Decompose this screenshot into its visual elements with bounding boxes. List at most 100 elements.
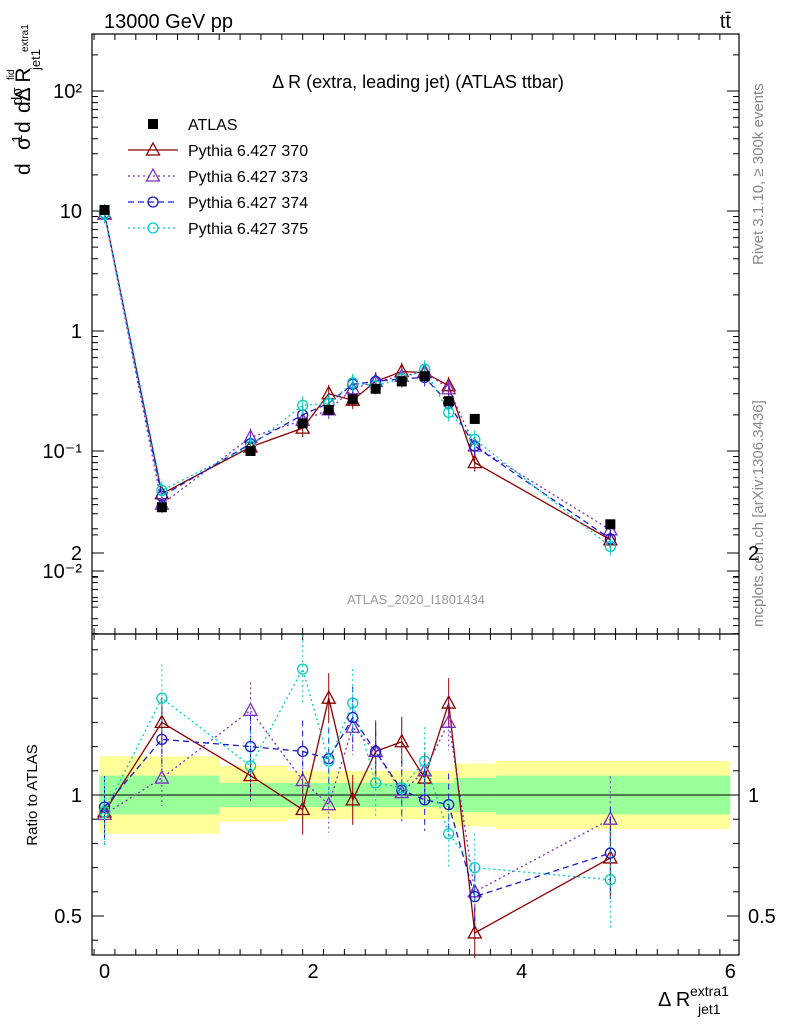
legend-marker: [145, 167, 161, 182]
x-tick-label: 0: [99, 961, 110, 983]
ratio-y-tick-label: 1: [71, 785, 82, 807]
ratio-y-tick-label: 2: [71, 543, 82, 565]
ratio-point: [154, 769, 170, 784]
series-line-1: [103, 213, 611, 541]
ratio-point: [604, 874, 617, 886]
svg-text:Δ R: Δ R: [658, 989, 690, 1011]
ratio-point: [347, 711, 359, 724]
data-point: [469, 433, 481, 446]
svg-text:jet1: jet1: [28, 49, 43, 71]
data-point: [469, 413, 480, 424]
x-tick-label: 2: [308, 961, 319, 983]
data-point: [396, 376, 407, 387]
data-point: [605, 519, 616, 530]
ratio-point: [469, 890, 481, 903]
header-right: tt̄: [720, 11, 732, 33]
svg-text:σ: σ: [12, 137, 35, 150]
ratio-point: [321, 689, 337, 704]
ratio-point: [297, 745, 309, 758]
ratio-axes: 0.5 0.5 1 1 2 2 0 2 4 6: [54, 504, 776, 983]
ratio-y-tick-label: 0.5: [54, 906, 82, 928]
data-point: [443, 396, 454, 407]
data-point: [419, 371, 430, 382]
ratio-y-tick-label-right: 0.5: [748, 906, 776, 928]
legend-label: Pythia 6.427 373: [188, 169, 308, 186]
series-line-2: [103, 214, 611, 531]
ratio-point: [98, 806, 111, 818]
main-y-tick-label: 10²: [53, 81, 82, 103]
ratio-point: [419, 755, 431, 767]
data-point: [245, 446, 256, 456]
ratio-point: [98, 801, 111, 813]
ratio-point: [242, 767, 259, 782]
ratio-y-tick-label-right: 1: [748, 785, 759, 807]
series-line-4: [103, 213, 611, 548]
ratio-point: [441, 694, 457, 709]
ratio-point: [469, 861, 481, 874]
main-series: [96, 204, 618, 556]
svg-text:dΔ R: dΔ R: [12, 67, 35, 113]
ratio-point: [370, 745, 382, 758]
side-label-top: Rivet 3.1.10, ≥ 300k events: [750, 83, 767, 265]
ratio-point: [396, 782, 408, 794]
data-point: [347, 377, 359, 389]
svg-text:extra1: extra1: [690, 983, 729, 999]
data-point: [323, 404, 334, 415]
main-axes: 10⁻² 10⁻¹ 1 10 10²: [43, 34, 739, 955]
ratio-point: [604, 847, 617, 859]
ratio-point: [345, 791, 361, 806]
svg-text:jet1: jet1: [697, 1001, 721, 1017]
legend-marker: [147, 196, 159, 208]
ratio-point: [321, 796, 337, 811]
header-left: 13000 GeV pp: [104, 11, 233, 33]
ratio-point: [419, 794, 431, 806]
data-point: [370, 383, 381, 394]
svg-text:d: d: [12, 163, 35, 175]
svg-text:extra1: extra1: [20, 24, 31, 52]
ratio-point: [602, 810, 618, 825]
svg-text:fid: fid: [6, 69, 17, 80]
ratio-point: [156, 692, 168, 704]
ratio-point: [370, 777, 382, 789]
data-point: [443, 406, 455, 418]
x-tick-label: 4: [516, 961, 527, 983]
legend-marker: [148, 119, 158, 129]
ratio-line-0: [103, 698, 611, 934]
data-point: [347, 394, 358, 405]
ratio-point: [295, 772, 311, 787]
main-y-tick-label: 10⁻²: [43, 561, 83, 583]
ratio-point: [443, 799, 455, 811]
ratio-point: [244, 740, 257, 753]
data-point: [297, 399, 309, 412]
ratio-point: [443, 828, 455, 840]
ratio-point: [154, 714, 170, 729]
svg-text:1: 1: [9, 135, 26, 143]
data-point: [156, 502, 167, 513]
main-y-tick-label: 10: [60, 201, 82, 223]
ratio-point: [156, 733, 168, 745]
ratio-point: [242, 701, 259, 716]
ratio-y-tick-label-right: 2: [748, 543, 759, 565]
ratio-bands: [92, 756, 739, 834]
series-line-3: [103, 212, 611, 540]
chart-title: Δ R (extra, leading jet) (ATLAS ttbar): [272, 72, 564, 92]
ratio-point: [297, 663, 309, 675]
data-point: [99, 204, 110, 215]
legend-marker: [145, 141, 161, 156]
ratio-line-3: [103, 667, 611, 881]
svg-text:d: d: [12, 121, 35, 133]
ratio-series: [96, 635, 618, 958]
ratio-line-2: [104, 716, 611, 898]
ratio-point: [347, 697, 359, 709]
data-point: [604, 540, 617, 553]
ratio-point: [244, 760, 257, 772]
main-y-tick-label: 1: [71, 321, 82, 343]
x-axis-label: Δ R jet1 extra1: [658, 983, 729, 1017]
data-point: [441, 380, 457, 395]
legend-label: Pythia 6.427 374: [188, 195, 308, 212]
ratio-point: [441, 714, 457, 729]
ratio-y-label: Ratio to ATLAS: [24, 744, 41, 845]
analysis-id: ATLAS_2020_I1801434: [347, 592, 485, 607]
ratio-point: [394, 733, 410, 748]
legend-label: Pythia 6.427 375: [188, 221, 308, 238]
